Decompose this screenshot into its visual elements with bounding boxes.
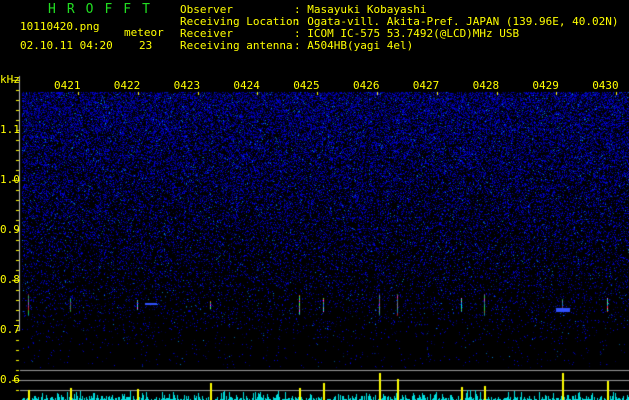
- meteor-label: meteor: [124, 26, 164, 39]
- x-tick-label: 0428: [472, 79, 500, 92]
- x-tick-label: 0421: [54, 79, 81, 92]
- x-tick-label: 0423: [173, 79, 201, 92]
- x-tick-label: 0429: [532, 79, 559, 92]
- x-tick-label: 0425: [293, 79, 320, 92]
- y-tick-label: 1.1: [0, 123, 20, 136]
- y-tick-label: 1.0: [0, 173, 20, 186]
- x-tick-label: 0422: [113, 79, 141, 92]
- x-tick-label: 0430: [592, 79, 619, 92]
- y-axis-label: kHz: [0, 73, 20, 86]
- y-tick-label: 0.9: [0, 223, 20, 236]
- x-tick-label: 0424: [233, 79, 260, 92]
- meteor-count: 23: [139, 39, 153, 52]
- x-tick-label: 0426: [353, 79, 380, 92]
- y-tick-label: 0.7: [0, 323, 20, 336]
- info-value: : ICOM IC-575 53.7492(@LCD)MHz USB: [294, 27, 520, 40]
- info-value: : Masayuki Kobayashi: [294, 3, 427, 16]
- datetime: 02.10.11 04:20: [20, 39, 113, 52]
- info-label: Receiving Location: [180, 15, 300, 28]
- app-title: HROFFT: [48, 2, 161, 17]
- info-label: Receiving antenna: [180, 39, 293, 52]
- info-label: Observer: [180, 3, 233, 16]
- info-label: Receiver: [180, 27, 233, 40]
- y-tick-label: 0.8: [0, 273, 20, 286]
- y-tick-label: 0.6: [0, 373, 20, 386]
- info-value: : Ogata-vill. Akita-Pref. JAPAN (139.96E…: [294, 15, 619, 28]
- info-value: : A504HB(yagi 4el): [294, 39, 414, 52]
- x-tick-label: 0427: [412, 79, 440, 92]
- filename: 10110420.png: [20, 20, 100, 33]
